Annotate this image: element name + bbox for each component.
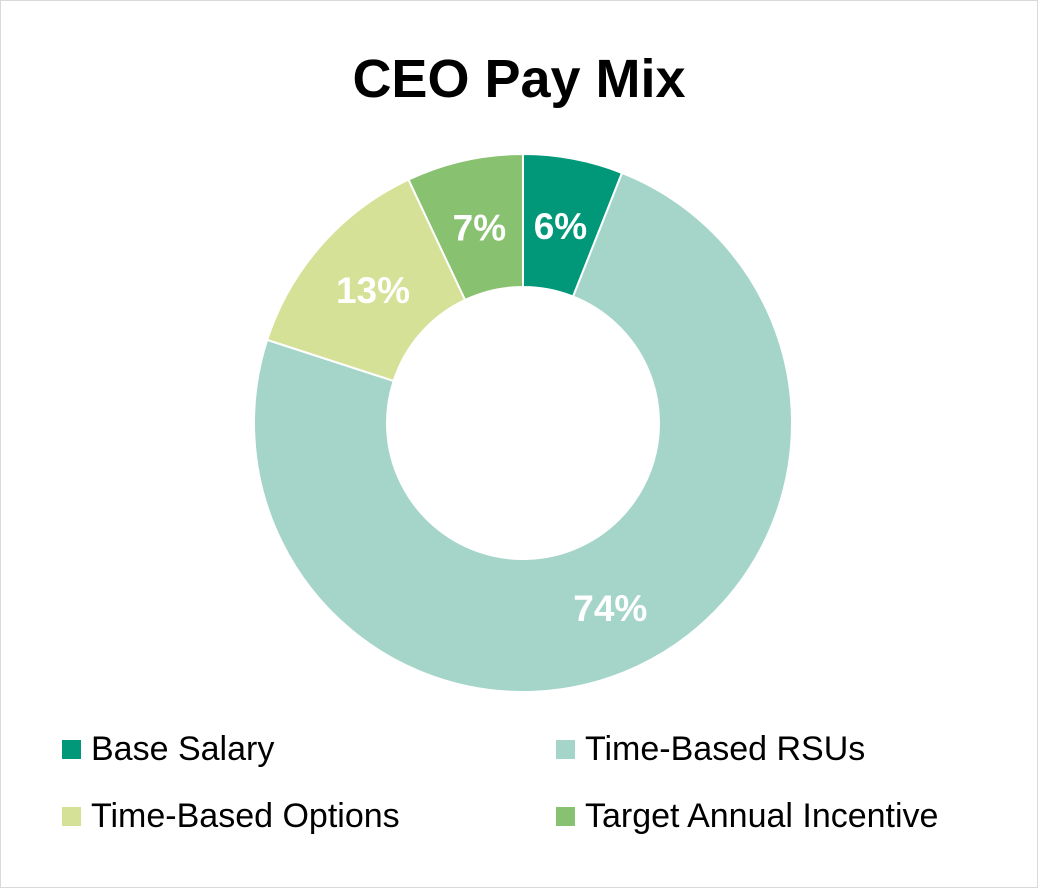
chart-title: CEO Pay Mix	[352, 49, 686, 109]
slice-time-based-rsus	[253, 171, 793, 693]
legend-swatch	[62, 739, 81, 759]
legend-item-time-based-options: Time-Based Options	[62, 796, 400, 836]
legend-label: Time-Based RSUs	[585, 729, 866, 768]
slice-label: 6%	[534, 206, 587, 247]
slice-target-annual-incentive	[407, 152, 524, 302]
legend-item-time-based-rsus: Time-Based RSUs	[556, 729, 865, 769]
legend-label: Time-Based Options	[91, 796, 400, 835]
legend-item-target-annual-incentive: Target Annual Incentive	[556, 796, 938, 836]
legend-item-base-salary: Base Salary	[62, 729, 274, 769]
legend-label: Target Annual Incentive	[585, 796, 939, 835]
donut-labels: 6% 74% 13% 7%	[336, 206, 647, 629]
donut-slices	[253, 152, 793, 693]
slice-label: 7%	[453, 207, 506, 248]
legend-swatch	[62, 806, 81, 826]
slice-label: 74%	[573, 588, 647, 629]
legend-label: Base Salary	[91, 729, 275, 768]
legend-swatch	[556, 739, 575, 759]
slice-time-based-options	[265, 178, 467, 383]
legend-swatch	[556, 806, 575, 826]
slice-label: 13%	[336, 270, 410, 311]
